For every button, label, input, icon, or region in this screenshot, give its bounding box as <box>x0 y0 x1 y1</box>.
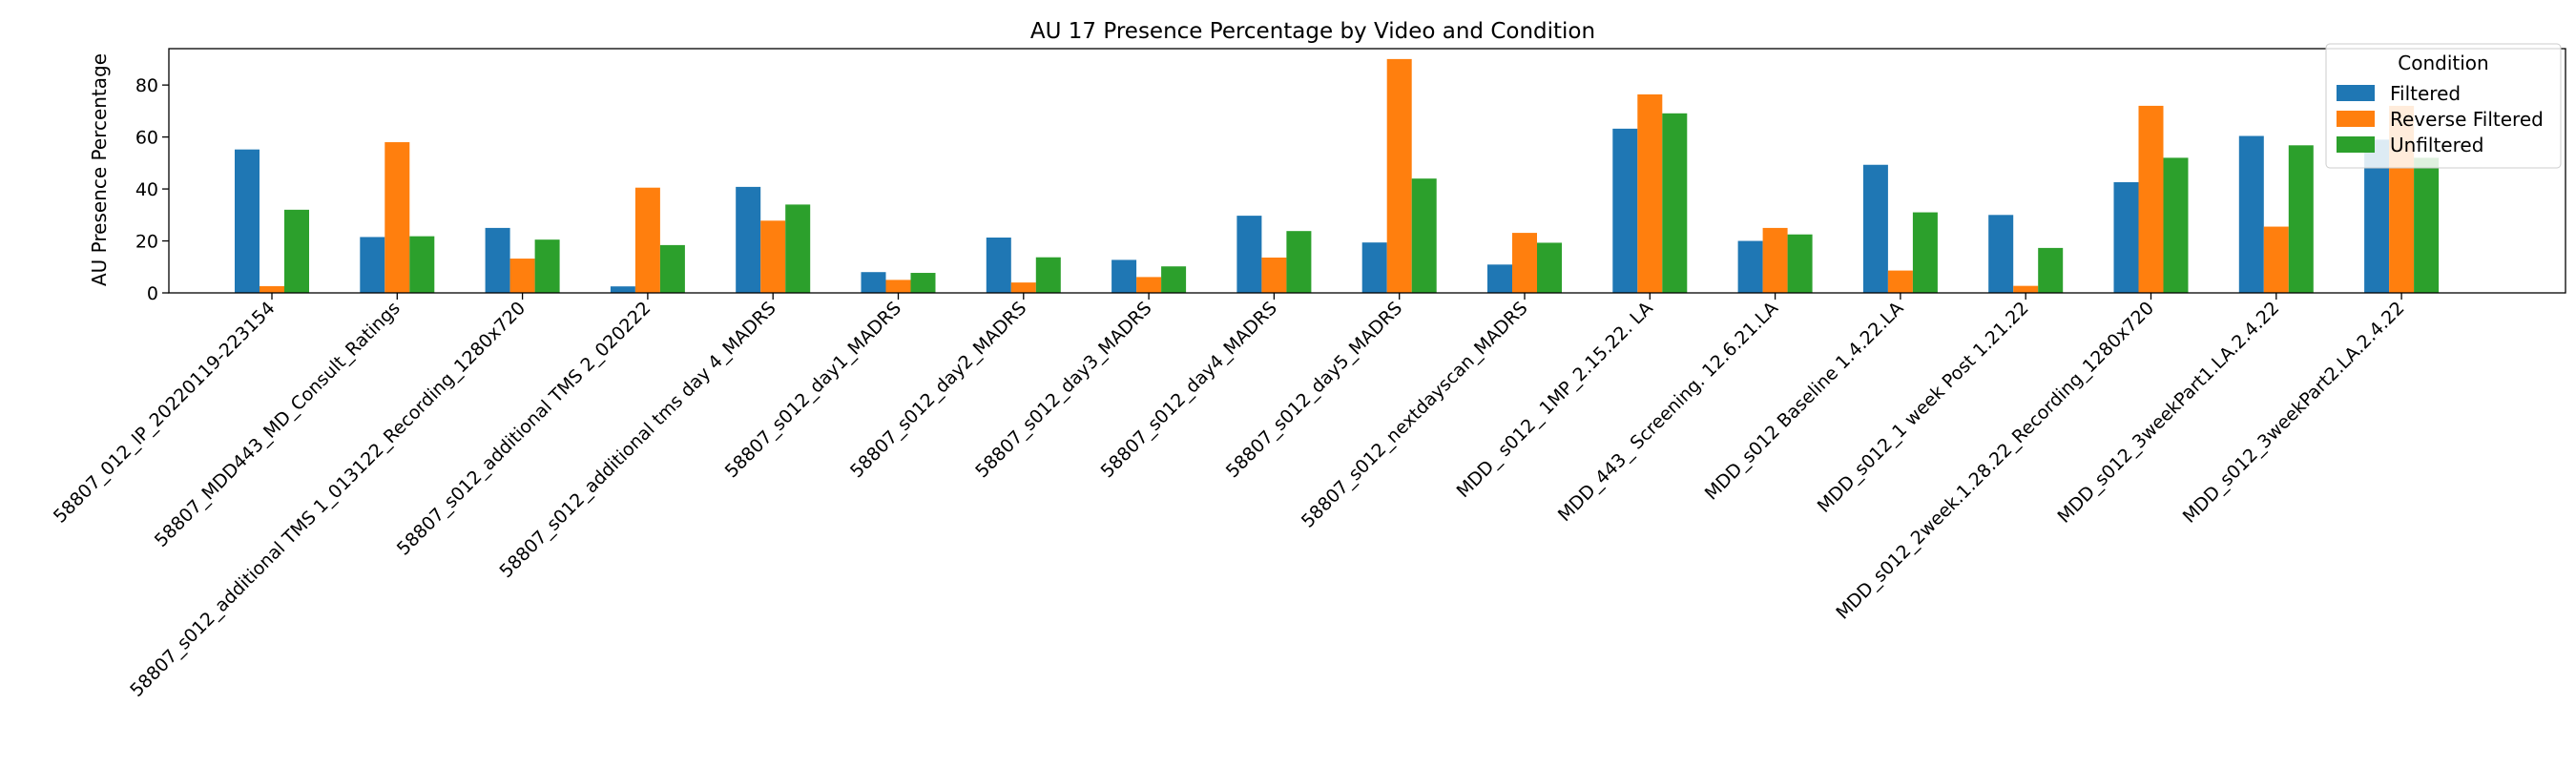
bar <box>885 280 911 293</box>
bar <box>2163 157 2189 293</box>
bar <box>1487 264 1512 293</box>
bar <box>1236 216 1262 293</box>
bar <box>1912 212 1938 293</box>
bar <box>986 237 1011 293</box>
bar <box>736 186 761 293</box>
legend-title: Condition <box>2398 52 2488 74</box>
bar <box>1887 270 1913 293</box>
bar <box>1612 128 1638 293</box>
bar <box>1161 266 1187 293</box>
y-tick-label: 80 <box>135 75 158 96</box>
chart-title: AU 17 Presence Percentage by Video and C… <box>1030 19 1595 44</box>
legend: Condition Filtered Reverse Filtered Unfilt… <box>2325 43 2562 169</box>
y-tick-label: 40 <box>135 179 158 200</box>
bar <box>1386 58 1412 293</box>
bar <box>2288 145 2314 293</box>
bar <box>235 149 260 293</box>
bar <box>1010 282 1036 293</box>
bar <box>2038 247 2064 293</box>
bar <box>861 272 886 293</box>
y-tick-label: 60 <box>135 128 158 149</box>
bar <box>1361 242 1387 293</box>
bar <box>634 187 660 293</box>
bar <box>1111 259 1137 293</box>
y-tick-label: 20 <box>135 232 158 253</box>
bar <box>910 273 936 293</box>
bar <box>2263 226 2289 293</box>
bar <box>1136 277 1162 293</box>
legend-label: Reverse Filtered <box>2390 108 2544 131</box>
bar <box>260 285 284 293</box>
bar <box>2113 181 2139 293</box>
bar <box>659 244 685 293</box>
plot-area-frame <box>168 48 2566 294</box>
legend-swatch <box>2337 85 2375 101</box>
legend-swatch <box>2337 111 2375 127</box>
bar <box>1862 164 1888 293</box>
bar <box>360 237 385 293</box>
bar <box>1637 93 1663 294</box>
bar <box>760 220 786 293</box>
y-axis: 0 20 40 60 80 <box>135 75 169 304</box>
bar <box>384 142 410 293</box>
bar <box>610 286 635 293</box>
bar <box>1035 257 1061 293</box>
bar <box>485 227 510 293</box>
bar <box>509 259 535 293</box>
bar <box>1662 113 1688 293</box>
bar <box>1737 240 1763 293</box>
bar <box>1787 234 1813 293</box>
bar <box>1512 233 1537 293</box>
legend-items: Filtered Reverse Filtered Unfiltered <box>2337 82 2544 156</box>
bar <box>534 239 560 293</box>
legend-box <box>2325 43 2562 169</box>
bar <box>284 209 309 293</box>
bar <box>409 236 435 293</box>
bar <box>1537 242 1562 293</box>
bar <box>1762 227 1788 293</box>
bar <box>785 204 811 293</box>
legend-label: Unfiltered <box>2390 134 2483 156</box>
bar <box>2013 285 2039 293</box>
bar <box>2414 157 2440 293</box>
y-axis-label: AU Presence Percentage <box>88 53 111 286</box>
bar <box>2238 135 2264 293</box>
bar <box>1286 231 1312 293</box>
bar <box>1411 178 1437 293</box>
y-tick-label: 0 <box>147 283 158 304</box>
legend-label: Filtered <box>2390 82 2461 105</box>
bar <box>2138 105 2164 293</box>
bar <box>1988 215 2014 293</box>
bar <box>1261 257 1287 293</box>
legend-swatch <box>2337 136 2375 153</box>
